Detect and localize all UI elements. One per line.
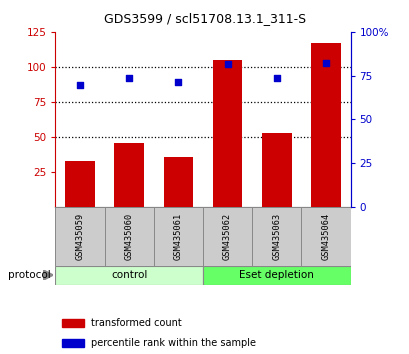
Text: control: control xyxy=(111,270,147,280)
Bar xyxy=(202,266,350,285)
Point xyxy=(76,82,83,88)
Bar xyxy=(114,143,144,207)
Text: Eset depletion: Eset depletion xyxy=(239,270,313,280)
Bar xyxy=(153,207,202,266)
Bar xyxy=(301,207,350,266)
Text: transformed count: transformed count xyxy=(90,318,181,328)
Bar xyxy=(65,161,94,207)
Point xyxy=(175,80,181,85)
Bar xyxy=(202,207,252,266)
Bar xyxy=(62,319,83,327)
Bar xyxy=(62,339,83,347)
Bar xyxy=(55,207,104,266)
Text: GSM435064: GSM435064 xyxy=(321,213,330,260)
Bar xyxy=(212,60,242,207)
Text: GSM435063: GSM435063 xyxy=(272,213,281,260)
Point xyxy=(322,60,328,65)
Text: GSM435059: GSM435059 xyxy=(75,213,84,260)
Text: GSM435060: GSM435060 xyxy=(124,213,133,260)
Bar xyxy=(252,207,301,266)
Polygon shape xyxy=(43,270,53,280)
Text: percentile rank within the sample: percentile rank within the sample xyxy=(90,338,255,348)
Text: GDS3599 / scl51708.13.1_311-S: GDS3599 / scl51708.13.1_311-S xyxy=(104,12,305,25)
Bar xyxy=(163,156,193,207)
Bar xyxy=(310,43,340,207)
Bar xyxy=(55,266,202,285)
Point xyxy=(273,75,279,81)
Text: GSM435062: GSM435062 xyxy=(222,213,231,260)
Text: GSM435061: GSM435061 xyxy=(173,213,182,260)
Bar xyxy=(104,207,153,266)
Point xyxy=(224,61,230,67)
Text: protocol: protocol xyxy=(8,270,51,280)
Point xyxy=(126,75,132,81)
Bar xyxy=(261,133,291,207)
